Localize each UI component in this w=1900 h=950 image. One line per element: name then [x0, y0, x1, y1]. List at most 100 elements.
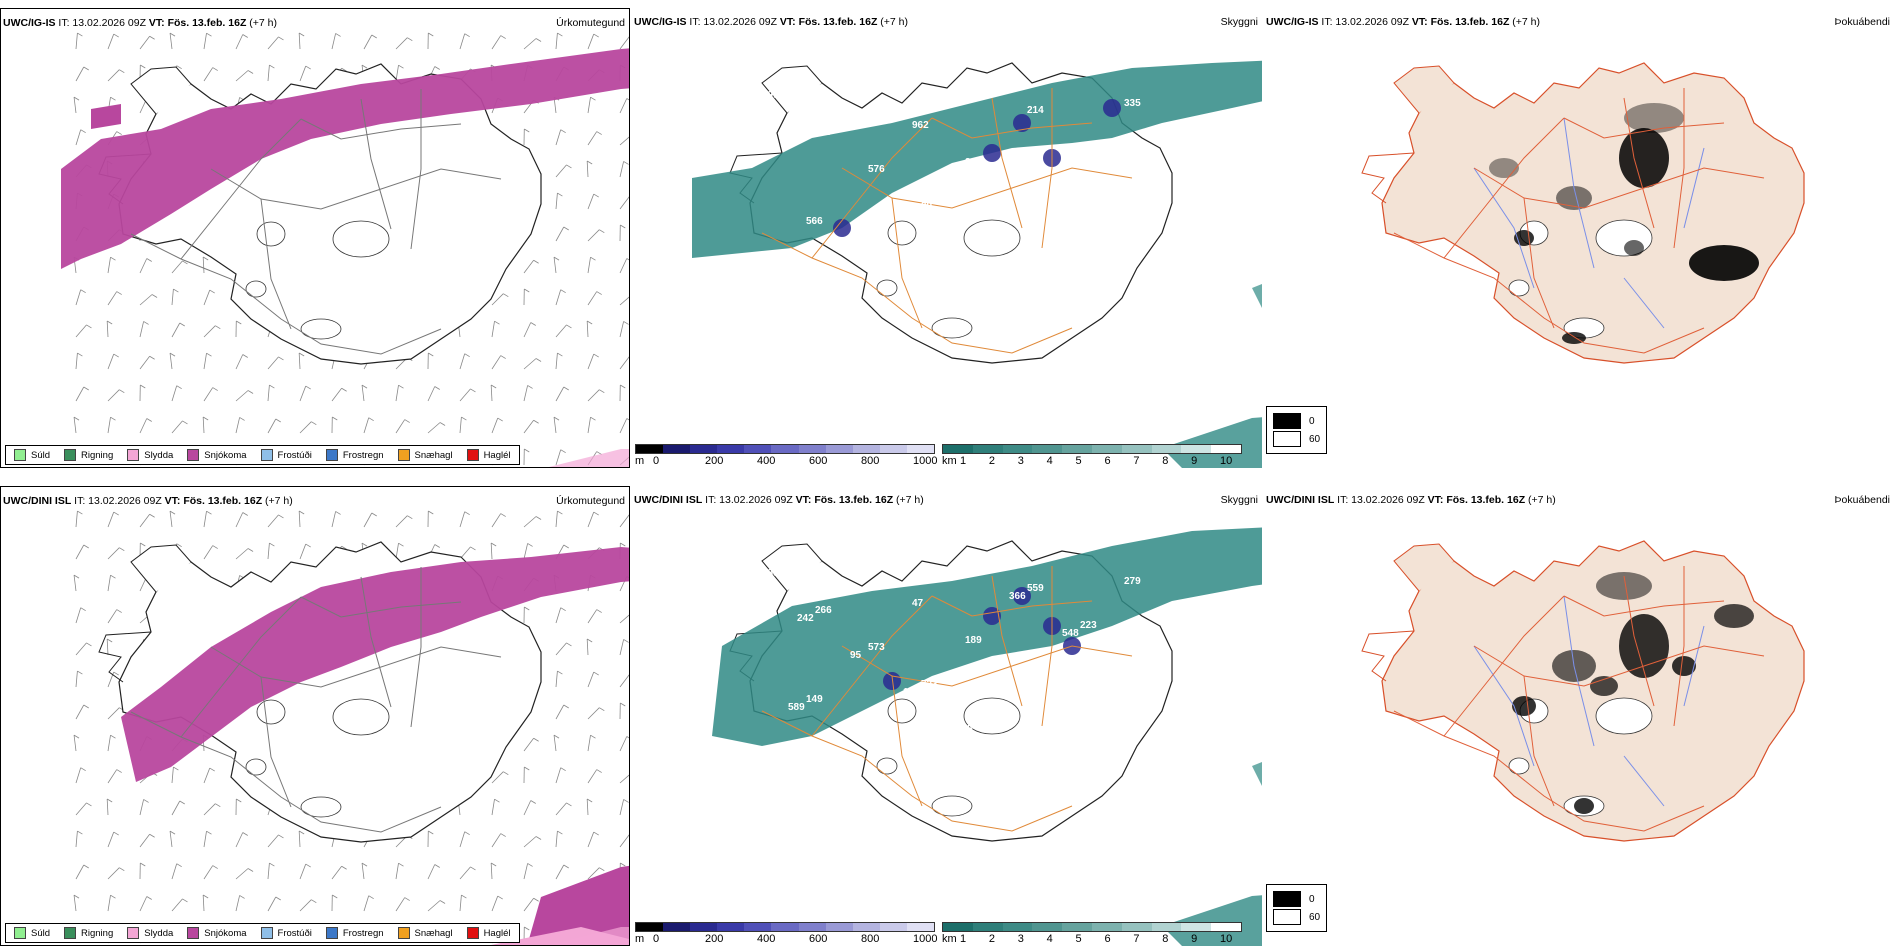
legend-item: Frostregn [325, 927, 384, 939]
vt-value: Fös. 13.feb. 16Z [183, 495, 263, 507]
wind-barb-flag [586, 798, 593, 803]
wind-barb [139, 35, 150, 50]
panel-header: UWC/DINI ISL IT: 13.02.2026 09Z VT: Fös.… [3, 495, 293, 507]
wind-barb-flag [73, 574, 80, 579]
wind-barb [139, 418, 148, 434]
legend-swatch [466, 927, 479, 939]
colorbar-m: m 0 200 400 600 800 1000 [635, 444, 938, 468]
wind-barb [267, 863, 270, 880]
wind-barb [491, 35, 502, 50]
legend-swatch [187, 449, 200, 461]
wind-barb [459, 33, 466, 50]
wind-barb-flag [500, 35, 506, 39]
cloud-base-label: 358 [1071, 231, 1088, 242]
wind-barb [75, 33, 78, 50]
wind-barb-flag [242, 832, 248, 836]
glacier-outline [256, 699, 286, 725]
legend-swatch [466, 449, 479, 461]
vt-label: VT: [776, 16, 799, 28]
colorbar-segment [972, 445, 1003, 453]
wind-barb-flag [586, 320, 593, 325]
wind-barb [139, 799, 144, 816]
wind-barb [267, 896, 277, 912]
panel-header: UWC/IG-IS IT: 13.02.2026 09Z VT: Fös. 13… [634, 16, 908, 28]
wind-barb-flag [599, 229, 605, 234]
legend-label: Frostregn [342, 927, 384, 939]
snaefellsnes-coast [1361, 152, 1415, 204]
road [300, 596, 462, 618]
snaefellsnes-coast [98, 631, 152, 683]
colorbar-tick: 9 [1191, 455, 1198, 467]
glacier-outline [887, 220, 917, 246]
glacier-outline [256, 221, 286, 247]
wind-barb [619, 639, 624, 656]
wind-barb-flag [500, 513, 506, 517]
wind-barb [107, 575, 111, 592]
glacier-outline [245, 280, 267, 298]
vt-value: Fös. 13.feb. 16Z [1430, 16, 1510, 28]
wind-barb-flag [407, 515, 413, 520]
wind-barb-flag [143, 799, 149, 803]
cloud-base-label: 723 [921, 679, 938, 690]
glacier-outline [300, 796, 342, 818]
fog-index-blob [1619, 128, 1669, 188]
wind-barb-flag [535, 38, 542, 42]
fog-legend-item: 0 [1273, 413, 1320, 429]
wind-barb [75, 129, 82, 146]
wind-barb [299, 385, 307, 402]
wind-barb-flag [169, 32, 176, 37]
colorbar-segment [906, 923, 935, 931]
colorbar-segment [972, 923, 1003, 931]
wind-barb-flag [623, 799, 629, 803]
wind-barb-flag [533, 259, 539, 264]
panel-title: Úrkomutegund [556, 17, 625, 29]
glacier-outline [1508, 757, 1530, 775]
wind-barb [75, 767, 82, 784]
wind-barb-flag [404, 419, 410, 423]
legend-label: Snjókoma [204, 927, 247, 939]
model-name: UWC/IG-IS [634, 16, 687, 28]
wind-barb-flag [371, 34, 377, 39]
cloud-base-label: 223 [1080, 620, 1097, 631]
colorbar-segment [1062, 923, 1092, 931]
river [1473, 645, 1535, 767]
panel-title: Þokuábendi [1834, 16, 1890, 28]
sleet-area [549, 927, 629, 945]
colorbar-tick: 1000 [913, 455, 938, 467]
wind-barb-flag [439, 422, 446, 426]
wind-barb [586, 639, 589, 656]
wind-barb [75, 324, 87, 338]
wind-barb [203, 67, 214, 82]
snow-area [61, 48, 629, 269]
map-canvas [1361, 540, 1805, 842]
wind-barb [427, 422, 441, 434]
wind-barb-flag [593, 193, 599, 198]
wind-barb [553, 735, 557, 752]
wind-barb [75, 289, 82, 306]
wind-barb [107, 769, 118, 784]
wind-barb-flag [439, 900, 446, 904]
wind-barb [107, 511, 115, 528]
model-name: UWC/IG-IS [3, 17, 56, 29]
wind-barb [203, 865, 214, 880]
colorbar-segment [852, 445, 880, 453]
road [931, 595, 1093, 617]
wind-barb [203, 325, 216, 338]
wind-barb-flag [590, 256, 596, 261]
wind-barb [106, 799, 109, 816]
colorbar-tick: 8 [1162, 455, 1169, 467]
westfjords-coast [761, 65, 823, 114]
legend-item: Frostúði [260, 927, 312, 939]
panel-title: Skyggni [1220, 494, 1258, 506]
cloud-base-patch [1013, 114, 1031, 132]
wind-barb-flag [298, 352, 305, 357]
colorbar-tick: 0 [653, 933, 660, 945]
wind-barb-flag [593, 353, 599, 358]
road [1443, 595, 1565, 737]
wind-barb-flag [298, 510, 305, 515]
wind-barb [587, 33, 595, 50]
wind-barb [75, 511, 78, 528]
vt-value: Fös. 13.feb. 16Z [814, 494, 894, 506]
colorbar-tick: 5 [1075, 455, 1082, 467]
river [1563, 595, 1595, 747]
